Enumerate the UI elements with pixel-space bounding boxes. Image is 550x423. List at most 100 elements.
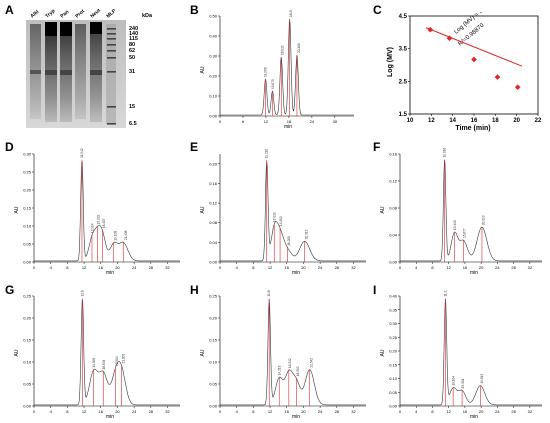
x-tick-label: 16 [471,118,478,124]
y-tick-label: 0.20 [209,316,218,321]
gel-panel: Alkl Tryp Pan Prot Neut MLP kDa 240 140 … [26,8,153,128]
peak-label: 15.222 [96,214,100,224]
chromatogram-f: AU min 0.00 0.04 0.08 0.12 0.16 0 4 8 12 16 20 24 28… [380,148,542,276]
y-tick-label: 0.15 [209,338,218,343]
marker-label: 140 [129,31,138,37]
y-tick-label: 3.5 [399,47,408,53]
y-tick-label: 0.16 [209,181,218,186]
x-tick-label: 8 [252,409,255,414]
chromatogram-trace [220,160,366,262]
y-tick-label: 0.00 [23,260,32,265]
y-tick-label: 0.50 [209,14,218,19]
panel-label-h: H [190,283,199,297]
x-tick-label: 10 [407,118,414,124]
peak-label: 18.310 [296,366,300,376]
peak-label: 13.410 [453,220,457,230]
y-axis-label: AU [200,206,206,213]
peak-label: 21.003 [122,354,126,364]
chromatogram-trace [400,159,542,262]
x-tick-label: 24 [132,265,137,270]
y-tick-label: 0.00 [209,114,218,119]
x-tick-label: 4 [236,265,239,270]
x-tick-label: 0 [399,265,402,270]
x-tick-label: 28 [511,409,516,414]
regression-line [425,27,523,67]
x-tick-label: 20 [115,409,120,414]
panel-label-c: C [373,3,382,17]
marker-label: 240 [129,26,138,32]
x-tick-label: 20 [513,118,520,124]
x-tick-label: 24 [318,265,323,270]
y-tick-label: 0.30 [23,152,32,157]
x-tick-label: 28 [149,409,154,414]
x-tick-label: 32 [351,409,356,414]
band-pan-top [60,22,72,36]
y-tick-label: 0.15 [23,206,32,211]
x-tick-label: 12 [428,118,435,124]
y-axis-label: AU [14,349,20,356]
x-tick-label: 18 [492,118,499,124]
x-tick-label: 0 [219,119,222,124]
data-point [471,56,477,63]
chromatogram-trace [400,298,542,406]
lane-label-pan: Pan [59,9,70,19]
peak-label: 16.200 [287,236,291,246]
x-tick-label: 28 [511,265,516,270]
y-tick-label: 0.00 [23,404,32,409]
peak-label: 16.407 [102,218,106,228]
peak-label: 11.016 [443,148,447,157]
marker-label: 80 [129,42,135,48]
y-tick-label: 0.00 [389,404,398,409]
x-tick-label: 20 [479,409,484,414]
x-tick-label: 32 [165,409,170,414]
lane-mlp [106,24,116,124]
x-tick-label: 12 [446,265,451,270]
y-tick-label: 0.12 [209,201,218,206]
x-tick-label: 24 [495,265,500,270]
x-tick-label: 24 [310,119,315,124]
peak-label: 21.438 [124,230,128,240]
x-tick-label: 32 [165,265,170,270]
x-tick-label: 32 [528,265,533,270]
x-axis-label: min [106,414,114,420]
x-tick-label: 12 [268,265,273,270]
x-tick-label: 16 [99,265,104,270]
marker-label: 115 [129,36,138,42]
y-tick-label: 0.05 [23,242,32,247]
marker-label: 62 [129,48,135,54]
y-axis-label: AU [380,206,386,213]
x-tick-label: 8 [431,265,434,270]
y-tick-label: 0.15 [389,362,398,367]
x-tick-label: 0 [33,265,36,270]
chromatogram-b: AU min 0.00 0.10 0.20 0.30 0.40 0.50 0 6 12 18 24 3… [200,10,354,130]
regression-equation: Log (MV) = 5.65-0.131×Time [453,12,516,36]
x-tick-label: 0 [219,409,222,414]
y-tick-label: 0.08 [389,206,398,211]
peak-label: 14.308 [92,358,96,368]
x-axis-label: min [292,414,300,420]
marker-label: 31 [129,69,135,75]
peak-label: 15.301 [461,378,465,388]
y-tick-label: 0.05 [23,382,32,387]
panel-label-f: F [373,140,381,154]
gel-unit-label: kDa [142,13,153,19]
peak-label: 13.019 [273,212,277,222]
chromatogram-trace [220,18,354,116]
data-point [427,26,434,33]
x-tick-label: 16 [285,265,290,270]
y-tick-label: 0.04 [389,233,398,238]
y-tick-label: 0.00 [209,404,218,409]
x-axis-label: min [106,270,114,276]
y-tick-label: 0.35 [389,307,398,312]
x-tick-label: 28 [335,409,340,414]
y-axis-label: AU [380,349,386,356]
y-axis-label: AU [200,66,206,73]
peak-label: 16.512 [288,358,292,368]
marker-label: 6.5 [129,121,137,127]
chromatogram-trace [34,161,180,262]
panel-label-e: E [190,140,199,154]
x-tick-label: 12 [264,119,269,124]
y-tick-label: 0.25 [23,294,32,299]
x-tick-label: 0 [399,409,402,414]
lane-prot [75,24,86,119]
